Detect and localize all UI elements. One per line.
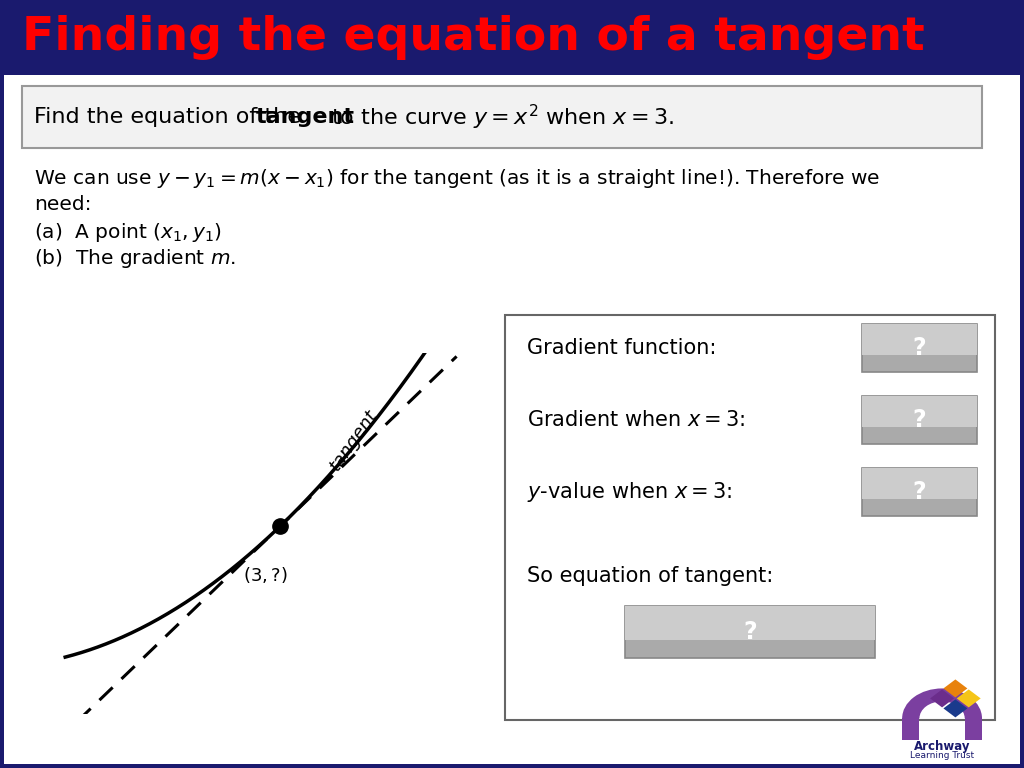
- FancyBboxPatch shape: [862, 324, 977, 372]
- Text: $(3, ?)$: $(3, ?)$: [244, 565, 288, 585]
- FancyBboxPatch shape: [625, 606, 874, 640]
- Text: to the curve $y = x^2$ when $x = 3$.: to the curve $y = x^2$ when $x = 3$.: [324, 102, 674, 131]
- FancyBboxPatch shape: [4, 75, 1020, 764]
- Text: So equation of tangent:: So equation of tangent:: [527, 566, 773, 586]
- Text: (b)  The gradient $m$.: (b) The gradient $m$.: [34, 247, 237, 270]
- Text: Gradient when $x = 3$:: Gradient when $x = 3$:: [527, 410, 745, 430]
- Text: tangent: tangent: [256, 107, 355, 127]
- Text: ?: ?: [912, 336, 927, 360]
- Text: Learning Trust: Learning Trust: [910, 751, 974, 760]
- Text: Gradient function:: Gradient function:: [527, 338, 717, 358]
- Text: We can use $y - y_1 = m(x - x_1)$ for the tangent (as it is a straight line!). T: We can use $y - y_1 = m(x - x_1)$ for th…: [34, 167, 881, 190]
- Polygon shape: [930, 690, 954, 707]
- Text: Finding the equation of a tangent: Finding the equation of a tangent: [22, 15, 925, 60]
- Text: ?: ?: [912, 408, 927, 432]
- Text: (a)  A point $(x_1, y_1)$: (a) A point $(x_1, y_1)$: [34, 220, 222, 243]
- FancyBboxPatch shape: [965, 718, 982, 740]
- FancyBboxPatch shape: [862, 468, 977, 499]
- FancyBboxPatch shape: [505, 315, 995, 720]
- Text: ?: ?: [743, 620, 757, 644]
- FancyBboxPatch shape: [862, 324, 977, 355]
- Polygon shape: [956, 690, 981, 707]
- Text: need:: need:: [34, 196, 91, 214]
- Polygon shape: [943, 680, 968, 697]
- Polygon shape: [943, 700, 968, 717]
- Text: Archway: Archway: [913, 740, 971, 753]
- Text: $y$-value when $x = 3$:: $y$-value when $x = 3$:: [527, 480, 732, 504]
- FancyBboxPatch shape: [862, 396, 977, 427]
- FancyBboxPatch shape: [625, 606, 874, 658]
- Wedge shape: [902, 688, 982, 718]
- FancyBboxPatch shape: [22, 86, 982, 148]
- Text: tangent: tangent: [327, 406, 381, 474]
- FancyBboxPatch shape: [902, 718, 920, 740]
- Text: Find the equation of the: Find the equation of the: [34, 107, 308, 127]
- FancyBboxPatch shape: [862, 396, 977, 444]
- FancyBboxPatch shape: [0, 0, 1024, 75]
- Text: ?: ?: [912, 480, 927, 504]
- FancyBboxPatch shape: [862, 468, 977, 516]
